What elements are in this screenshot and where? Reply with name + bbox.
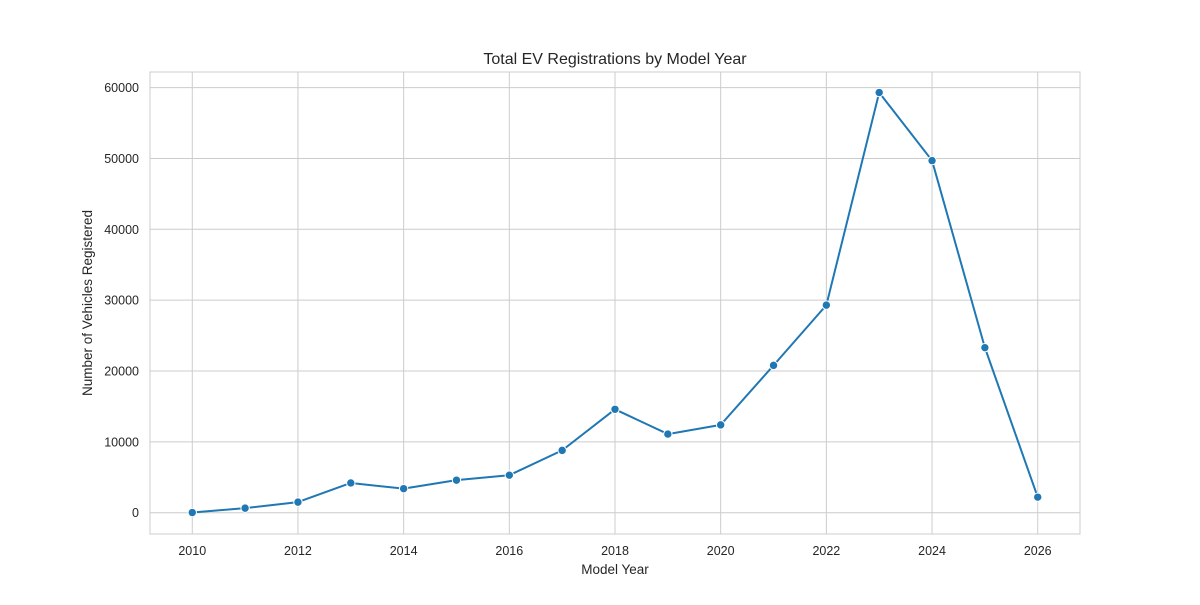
data-point	[187, 507, 197, 518]
plot-frame	[149, 71, 1081, 535]
x-tick-label: 2018	[601, 544, 629, 558]
data-point	[927, 155, 937, 166]
data-point	[768, 360, 779, 371]
x-tick-label: 2024	[918, 544, 946, 558]
data-point	[821, 300, 832, 310]
y-tick-label: 50000	[104, 152, 139, 166]
data-point	[715, 420, 726, 430]
y-tick-label: 30000	[104, 294, 139, 308]
y-tick-labels: 0 10000 20000 30000 40000 50000 60000	[104, 81, 139, 520]
chart-title: Total EV Registrations by Model Year	[483, 51, 747, 68]
data-point	[557, 445, 567, 456]
y-axis-label: Number of Vehicles Registered	[80, 210, 95, 396]
data-point	[980, 342, 990, 353]
x-tick-label: 2026	[1024, 544, 1052, 558]
grid-layer	[150, 72, 1080, 534]
y-tick-label: 60000	[104, 81, 139, 95]
x-tick-label: 2020	[707, 544, 735, 558]
data-point	[610, 404, 620, 414]
y-tick-label: 10000	[104, 435, 139, 449]
x-tick-label: 2012	[284, 544, 312, 558]
data-point	[240, 503, 250, 513]
data-point	[874, 87, 884, 98]
data-point	[504, 470, 515, 480]
y-tick-label: 20000	[104, 365, 139, 379]
y-tick-label: 0	[132, 506, 139, 520]
data-point	[346, 478, 356, 488]
data-point	[293, 497, 303, 507]
data-point	[1033, 492, 1043, 502]
x-tick-label: 2010	[178, 544, 206, 558]
data-point	[398, 483, 409, 494]
x-tick-label: 2022	[812, 544, 840, 558]
x-tick-label: 2016	[495, 544, 523, 558]
x-tick-labels: 2010 2012 2014 2016 2018 2020 2022 2024 2026	[178, 544, 1051, 558]
x-tick-label: 2014	[390, 544, 418, 558]
x-axis-label: Model Year	[581, 562, 649, 577]
y-tick-label: 40000	[104, 223, 139, 237]
series-layer	[187, 87, 1043, 518]
data-point	[663, 429, 673, 439]
data-point	[451, 475, 462, 485]
